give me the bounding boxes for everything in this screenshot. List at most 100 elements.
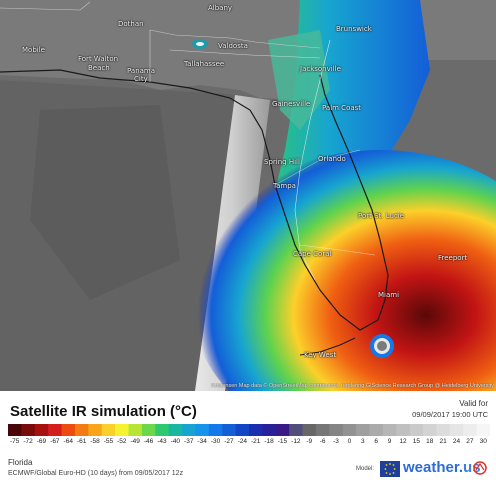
city-label: Gainesville <box>272 100 311 108</box>
scale-swatch <box>182 424 196 436</box>
city-label: Valdosta <box>218 42 248 50</box>
weatherus-logo-icon <box>473 461 487 475</box>
scale-tick: -55 <box>103 438 114 445</box>
scale-swatch <box>155 424 170 436</box>
scale-swatch <box>88 424 103 436</box>
scale-swatch <box>8 424 22 436</box>
scale-tick: -30 <box>210 438 221 445</box>
city-label: Albany <box>208 4 233 12</box>
map-attribution: Kristensen Map data © OpenStreetMap cont… <box>211 383 494 389</box>
scale-tick: -27 <box>224 438 234 445</box>
scale-tick: -24 <box>237 438 247 445</box>
scale-tick: -21 <box>250 438 261 445</box>
valid-date: 09/09/2017 19:00 UTC <box>412 410 488 419</box>
scale-tick: 18 <box>426 438 434 445</box>
scale-swatch <box>34 424 49 436</box>
scale-tick: 6 <box>374 438 378 445</box>
scale-swatch <box>396 424 411 436</box>
scale-swatch <box>141 424 156 436</box>
scale-tick: -18 <box>264 438 274 445</box>
scale-tick: 9 <box>387 438 392 445</box>
city-label: Brunswick <box>336 25 372 33</box>
scale-swatch <box>463 424 478 436</box>
city-label: Dothan <box>118 20 144 28</box>
scale-tick: -43 <box>157 438 167 445</box>
valid-label: Valid for <box>459 399 488 408</box>
scale-swatch <box>369 424 384 436</box>
scale-swatch <box>262 424 277 436</box>
scale-swatch <box>115 424 129 436</box>
scale-tick: -9 <box>306 438 313 445</box>
scale-tick: -46 <box>143 438 154 445</box>
scale-swatch <box>289 424 304 436</box>
scale-swatch <box>21 424 36 436</box>
scale-tick: -61 <box>76 438 87 445</box>
scale-swatch <box>235 424 250 436</box>
scale-swatch <box>249 424 263 436</box>
city-label: Freeport <box>438 254 468 262</box>
region-label: Florida <box>8 458 33 467</box>
scale-swatch <box>61 424 76 436</box>
scale-tick: 24 <box>452 438 461 445</box>
scale-tick: 0 <box>347 438 352 445</box>
florida-coastline <box>149 74 389 331</box>
city-label: Beach <box>88 64 110 72</box>
scale-tick: 12 <box>399 438 407 445</box>
scale-tick: 3 <box>360 438 365 445</box>
city-label: Palm Coast <box>322 104 362 112</box>
city-label: City <box>134 75 148 83</box>
satellite-ir-map[interactable] <box>0 0 496 391</box>
scale-swatch <box>208 424 223 436</box>
scale-swatch <box>275 424 290 436</box>
color-scale <box>8 424 490 436</box>
scale-swatch <box>356 424 370 436</box>
city-label: Tallahassee <box>184 60 225 68</box>
scale-tick: -12 <box>291 438 301 445</box>
scale-tick: -49 <box>130 438 140 445</box>
scale-swatch <box>195 424 210 436</box>
city-label: Tampa <box>273 182 296 190</box>
scale-tick: -6 <box>319 438 326 445</box>
scale-tick: -3 <box>333 438 339 445</box>
scale-swatch <box>342 424 357 436</box>
city-label: Fort Walton <box>78 55 119 63</box>
scale-swatch <box>168 424 183 436</box>
city-label: Cape Coral <box>293 250 332 258</box>
scale-swatch <box>409 424 424 436</box>
city-label: Orlando <box>318 155 346 163</box>
scale-tick: 30 <box>479 438 487 445</box>
scale-tick: -40 <box>170 438 181 445</box>
city-label: Spring Hill <box>264 158 300 166</box>
scale-swatch <box>436 424 451 436</box>
scale-swatch <box>476 424 490 436</box>
scale-swatch <box>101 424 116 436</box>
scale-swatch <box>315 424 330 436</box>
legend-title: Satellite IR simulation (°C) <box>10 403 197 420</box>
city-label: Miami <box>378 291 400 299</box>
scale-tick: 15 <box>412 438 420 445</box>
scale-swatch <box>74 424 89 436</box>
logo-text: weather. <box>403 459 464 476</box>
scale-ticks: -75 -72 -69 -67 -64 -61 -58 -55 -52 -49 -46 -43 -40-… <box>8 438 490 448</box>
scale-tick: -67 <box>50 438 60 445</box>
scale-swatch <box>449 424 464 436</box>
weatherus-logo[interactable]: weather.us <box>403 459 481 476</box>
city-label: Mobile <box>22 46 45 54</box>
scale-tick: -58 <box>90 438 100 445</box>
scale-tick: -52 <box>117 438 127 445</box>
scale-swatch <box>329 424 344 436</box>
city-label: Panama <box>127 67 156 75</box>
scale-tick: -34 <box>197 438 207 445</box>
scale-swatch <box>302 424 317 436</box>
scale-swatch <box>128 424 143 436</box>
model-run-label: ECMWF/Global Euro-HD (10 days) from 09/0… <box>8 470 184 477</box>
city-label: Port St. Lucie <box>358 212 405 220</box>
scale-tick: 27 <box>466 438 474 445</box>
scale-tick: -37 <box>184 438 194 445</box>
scale-tick: -15 <box>277 438 288 445</box>
scale-tick: -75 <box>9 438 20 445</box>
city-label: Jacksonville <box>300 65 341 73</box>
scale-tick: 21 <box>439 438 447 445</box>
scale-tick: -64 <box>63 438 73 445</box>
scale-tick: -69 <box>36 438 47 445</box>
